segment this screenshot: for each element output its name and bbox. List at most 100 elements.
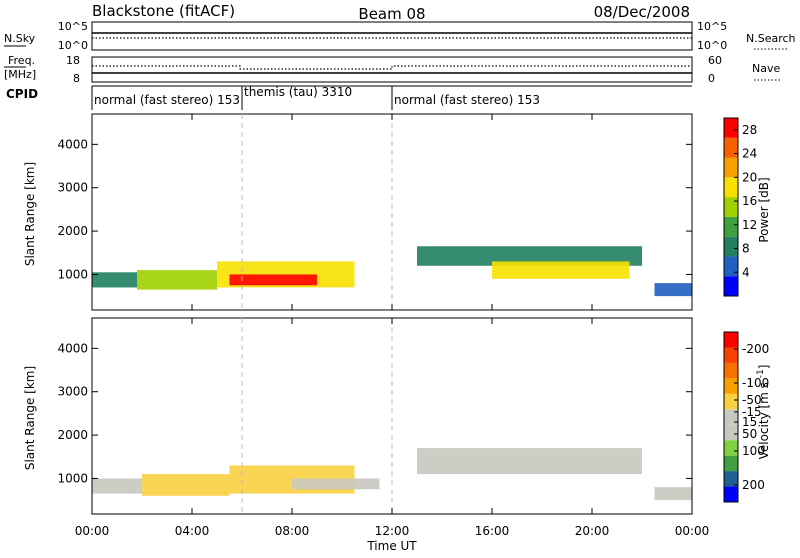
x-tick-label: 20:00 bbox=[575, 524, 610, 538]
colorbar-swatch bbox=[724, 216, 738, 237]
colorbar-swatch bbox=[724, 393, 738, 410]
velocity-ylabel: Slant Range [km] bbox=[23, 366, 37, 470]
heatmap-region bbox=[137, 270, 217, 290]
x-tick-label: 00:00 bbox=[675, 524, 710, 538]
nsky-tick-bottom: 10^0 bbox=[58, 39, 88, 52]
colorbar-swatch bbox=[724, 177, 738, 198]
colorbar-tick-label: 15 bbox=[742, 415, 757, 429]
x-tick-label: 12:00 bbox=[375, 524, 410, 538]
velocity-axes: 1000 2000 3000 4000 bbox=[57, 318, 693, 514]
heatmap-region bbox=[229, 274, 317, 286]
nsearch-label: N.Search bbox=[746, 32, 796, 45]
colorbar-tick-label: 16 bbox=[742, 194, 757, 208]
nave-tick-top: 60 bbox=[708, 54, 722, 67]
cpid-segment-label: normal (fast stereo) 153 bbox=[94, 93, 240, 107]
colorbar-tick-label: 24 bbox=[742, 147, 757, 161]
colorbar-tick-label: 20 bbox=[742, 170, 757, 184]
colorbar-swatch bbox=[724, 486, 738, 502]
colorbar-swatch bbox=[724, 118, 738, 138]
colorbar-tick-label: 200 bbox=[742, 478, 765, 492]
colorbar-swatch bbox=[724, 362, 738, 379]
colorbar-swatch bbox=[724, 378, 738, 394]
date-title: 08/Dec/2008 bbox=[594, 3, 690, 21]
y-tick-label: 4000 bbox=[57, 137, 88, 151]
cpid-label: CPID bbox=[6, 87, 38, 101]
colorbar-tick-label: 50 bbox=[742, 427, 757, 441]
nsky-tick-top: 10^5 bbox=[58, 20, 88, 33]
time-axis-label: Time UT bbox=[366, 539, 417, 553]
heatmap-region bbox=[417, 448, 642, 475]
heatmap-region bbox=[92, 478, 142, 494]
colorbar-swatch bbox=[724, 347, 738, 363]
cpid-segment-label: themis (tau) 3310 bbox=[244, 85, 352, 99]
colorbar-tick-label: 4 bbox=[742, 265, 750, 279]
y-tick-label: 1000 bbox=[57, 267, 88, 281]
colorbar-frame bbox=[723, 331, 739, 503]
colorbar-swatch bbox=[724, 256, 738, 277]
nave-label: Nave bbox=[752, 62, 780, 75]
heatmap-region bbox=[142, 474, 230, 496]
y-tick-label: 1000 bbox=[57, 471, 88, 485]
power-ylabel: Slant Range [km] bbox=[23, 162, 37, 266]
x-tick-label: 16:00 bbox=[475, 524, 510, 538]
nsky-panel-frame bbox=[91, 21, 693, 51]
y-tick-label: 2000 bbox=[57, 428, 88, 442]
colorbar-tick-label: 12 bbox=[742, 218, 757, 232]
colorbar-tick-label: -50 bbox=[742, 393, 762, 407]
x-tick-label: 04:00 bbox=[175, 524, 210, 538]
y-tick-label: 2000 bbox=[57, 224, 88, 238]
colorbar-swatch bbox=[724, 409, 738, 425]
freq-unit-label: [MHz] bbox=[4, 68, 36, 81]
y-tick-label: 3000 bbox=[57, 385, 88, 399]
x-tick-label: 00:00 bbox=[75, 524, 110, 538]
velocity-colorbar-label: Velocity [m s -1] bbox=[756, 365, 771, 460]
heatmap-region bbox=[292, 478, 380, 490]
beam-title: Beam 08 bbox=[358, 5, 425, 23]
colorbar-tick-label: -200 bbox=[742, 342, 769, 356]
colorbar-tick-label: -100 bbox=[742, 376, 769, 390]
colorbar-swatch bbox=[724, 157, 738, 178]
freq-panel-frame bbox=[91, 56, 693, 83]
power-colorbar-label: Power [dB] bbox=[757, 177, 771, 242]
cpid-segment-label: normal (fast stereo) 153 bbox=[394, 93, 540, 107]
heatmap-region bbox=[417, 246, 642, 266]
x-tick-label: 08:00 bbox=[275, 524, 310, 538]
velocity-heatmap bbox=[92, 448, 692, 501]
colorbar-tick-label: 28 bbox=[742, 123, 757, 137]
power-colorbar: 4 8 12 16 20 24 28 bbox=[723, 117, 757, 297]
nsearch-tick-bottom: 10^0 bbox=[697, 39, 727, 52]
heatmap-region bbox=[654, 487, 692, 501]
colorbar-swatch bbox=[724, 455, 738, 472]
nave-trace bbox=[92, 65, 692, 70]
nave-tick-bottom: 0 bbox=[708, 72, 715, 85]
colorbar-swatch bbox=[724, 236, 738, 257]
nsky-label: N.Sky bbox=[4, 32, 36, 45]
heatmap-region bbox=[654, 283, 692, 297]
colorbar-swatch bbox=[724, 137, 738, 158]
colorbar-tick-label: -15 bbox=[742, 405, 762, 419]
colorbar-tick-label: 8 bbox=[742, 242, 750, 256]
power-heatmap bbox=[92, 246, 692, 297]
heatmap-region bbox=[492, 261, 630, 279]
colorbar-swatch bbox=[724, 424, 738, 441]
freq-tick-top: 18 bbox=[66, 54, 80, 67]
station-title: Blackstone (fitACF) bbox=[92, 2, 235, 20]
colorbar-frame bbox=[723, 117, 739, 297]
heatmap-region bbox=[92, 272, 137, 288]
colorbar-swatch bbox=[724, 332, 738, 348]
y-tick-label: 4000 bbox=[57, 341, 88, 355]
time-axis-ticks: 00:00 04:00 08:00 12:00 16:00 20:00 00:00 bbox=[75, 524, 710, 538]
nsearch-tick-top: 10^5 bbox=[697, 20, 727, 33]
power-axes: 1000 2000 3000 4000 bbox=[57, 114, 693, 310]
freq-tick-bottom: 8 bbox=[73, 72, 80, 85]
colorbar-tick-label: 100 bbox=[742, 444, 765, 458]
freq-label: Freq. bbox=[8, 54, 35, 67]
colorbar-swatch bbox=[724, 471, 738, 487]
colorbar-swatch bbox=[724, 197, 738, 217]
colorbar-swatch bbox=[724, 276, 738, 296]
colorbar-swatch bbox=[724, 440, 738, 456]
cpid-segments: normal (fast stereo) 153 themis (tau) 331… bbox=[91, 85, 540, 110]
y-tick-label: 3000 bbox=[57, 181, 88, 195]
